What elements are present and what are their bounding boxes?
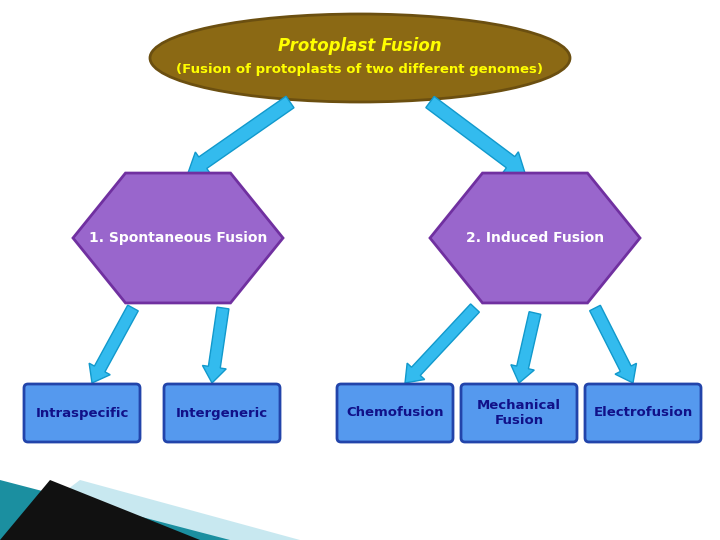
Text: Intraspecific: Intraspecific bbox=[35, 407, 129, 420]
Polygon shape bbox=[188, 96, 294, 173]
Polygon shape bbox=[73, 173, 283, 303]
FancyBboxPatch shape bbox=[337, 384, 453, 442]
FancyBboxPatch shape bbox=[164, 384, 280, 442]
Polygon shape bbox=[430, 173, 640, 303]
Polygon shape bbox=[590, 305, 636, 383]
Polygon shape bbox=[426, 97, 525, 173]
Ellipse shape bbox=[150, 14, 570, 102]
Text: Electrofusion: Electrofusion bbox=[593, 407, 693, 420]
Text: Protoplast Fusion: Protoplast Fusion bbox=[278, 37, 442, 55]
Polygon shape bbox=[0, 480, 200, 540]
Text: (Fusion of protoplasts of two different genomes): (Fusion of protoplasts of two different … bbox=[176, 64, 544, 77]
Polygon shape bbox=[0, 480, 230, 540]
Text: Chemofusion: Chemofusion bbox=[346, 407, 444, 420]
Text: Intergeneric: Intergeneric bbox=[176, 407, 268, 420]
FancyBboxPatch shape bbox=[24, 384, 140, 442]
Polygon shape bbox=[0, 480, 300, 540]
Text: 1. Spontaneous Fusion: 1. Spontaneous Fusion bbox=[89, 231, 267, 245]
Polygon shape bbox=[405, 304, 480, 383]
Polygon shape bbox=[511, 312, 541, 383]
FancyBboxPatch shape bbox=[461, 384, 577, 442]
Text: Mechanical
Fusion: Mechanical Fusion bbox=[477, 399, 561, 427]
Polygon shape bbox=[202, 307, 229, 383]
Text: 2. Induced Fusion: 2. Induced Fusion bbox=[466, 231, 604, 245]
FancyBboxPatch shape bbox=[585, 384, 701, 442]
Polygon shape bbox=[89, 305, 138, 383]
